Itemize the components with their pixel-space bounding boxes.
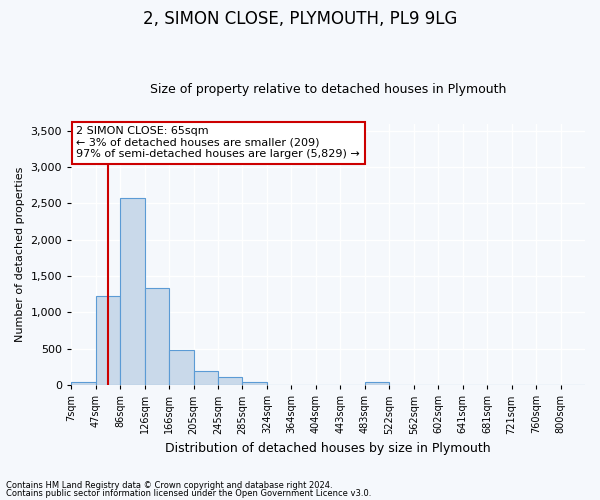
Bar	[242, 382, 267, 385]
Text: 2, SIMON CLOSE, PLYMOUTH, PL9 9LG: 2, SIMON CLOSE, PLYMOUTH, PL9 9LG	[143, 10, 457, 28]
Bar	[145, 288, 169, 385]
Text: Contains HM Land Registry data © Crown copyright and database right 2024.: Contains HM Land Registry data © Crown c…	[6, 481, 332, 490]
Bar	[120, 198, 145, 385]
X-axis label: Distribution of detached houses by size in Plymouth: Distribution of detached houses by size …	[165, 442, 491, 455]
Text: 2 SIMON CLOSE: 65sqm
← 3% of detached houses are smaller (209)
97% of semi-detac: 2 SIMON CLOSE: 65sqm ← 3% of detached ho…	[76, 126, 360, 160]
Title: Size of property relative to detached houses in Plymouth: Size of property relative to detached ho…	[150, 83, 506, 96]
Y-axis label: Number of detached properties: Number of detached properties	[15, 166, 25, 342]
Bar	[95, 296, 120, 385]
Text: Contains public sector information licensed under the Open Government Licence v3: Contains public sector information licen…	[6, 488, 371, 498]
Bar	[218, 377, 242, 385]
Bar	[194, 370, 218, 385]
Bar	[365, 382, 389, 385]
Bar	[71, 382, 95, 385]
Bar	[169, 350, 194, 385]
